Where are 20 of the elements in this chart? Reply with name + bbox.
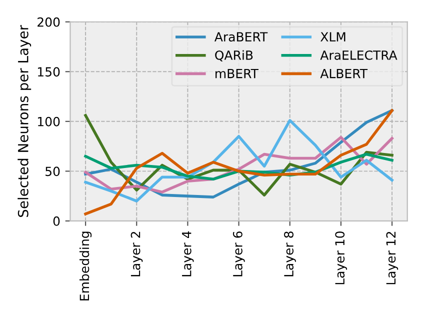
y-tick-label: 100: [38, 116, 60, 126]
y-tick-label: 50: [46, 166, 60, 176]
legend-label: AraBERT: [214, 32, 268, 42]
y-tick-label: 150: [38, 67, 60, 77]
legend-label: QARiB: [215, 50, 253, 62]
x-tick-label: Layer 8: [284, 232, 296, 276]
legend-label: AraELECTRA: [320, 50, 398, 60]
x-tick-label: Layer 10: [335, 232, 347, 284]
legend-label: XLM: [320, 32, 346, 42]
x-tick-label: Layer 2: [130, 232, 143, 276]
legend-label: mBERT: [216, 68, 258, 78]
x-tick-label: Embedding: [79, 232, 92, 300]
y-tick-label: 200: [38, 17, 60, 27]
x-tick-label: Layer 6: [232, 231, 245, 276]
y-tick-label: 0: [53, 216, 60, 226]
x-tick-label: Layer 4: [182, 231, 194, 276]
line-series: [84, 109, 394, 216]
x-tick-label: Layer 12: [386, 232, 398, 284]
legend-label: ALBERT: [320, 68, 368, 78]
y-axis-title: Selected Neurons per Layer: [18, 24, 32, 217]
